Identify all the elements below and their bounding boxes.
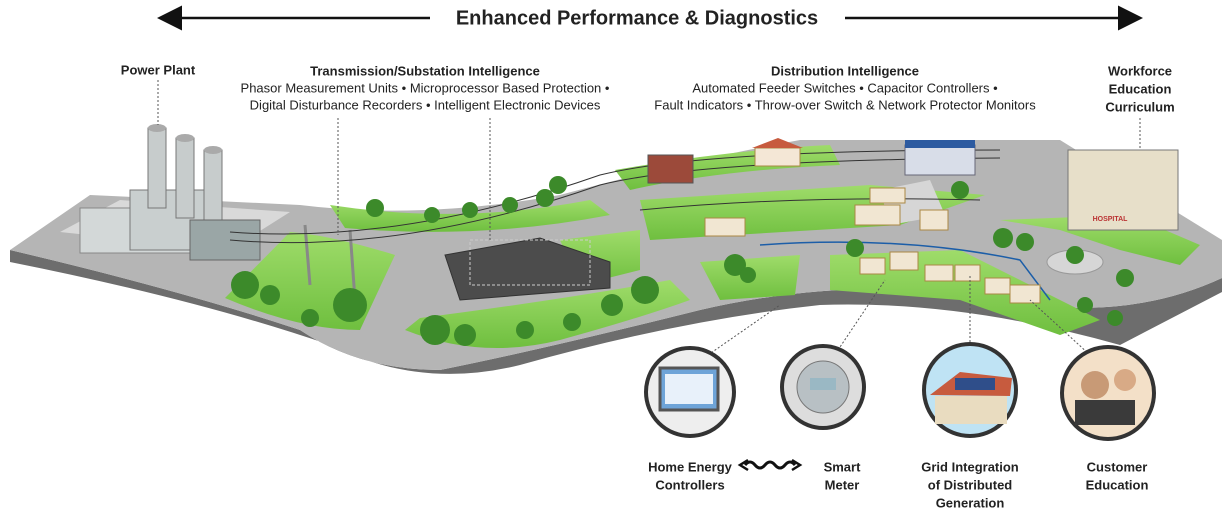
callout-label: Generation xyxy=(936,495,1005,510)
callout-label: Controllers xyxy=(655,477,724,492)
section-detail: Phasor Measurement Units • Microprocesso… xyxy=(241,80,610,95)
section-title: Transmission/Substation Intelligence xyxy=(310,63,540,78)
section-title: Power Plant xyxy=(121,62,196,77)
diagram: Enhanced Performance & Diagnostics xyxy=(0,0,1225,512)
section-title: Workforce xyxy=(1108,63,1172,78)
callout-label: of Distributed xyxy=(928,477,1013,492)
callout-icons xyxy=(646,344,1154,439)
callout-label: Customer xyxy=(1087,459,1148,474)
section-title: Distribution Intelligence xyxy=(771,63,919,78)
section-detail: Fault Indicators • Throw-over Switch & N… xyxy=(654,97,1036,112)
callout-label: Education xyxy=(1086,477,1149,492)
title: Enhanced Performance & Diagnostics xyxy=(456,7,818,29)
callout-label: Home Energy xyxy=(648,459,733,474)
callout-label: Grid Integration xyxy=(921,459,1019,474)
callout-label: Meter xyxy=(825,477,860,492)
callout-label: Smart xyxy=(824,459,862,474)
section-title: Curriculum xyxy=(1105,99,1174,114)
section-detail: Digital Disturbance Recorders • Intellig… xyxy=(250,97,601,112)
wavy-arrow xyxy=(745,462,795,468)
section-title: Education xyxy=(1109,81,1172,96)
page: Enhanced Performance & Diagnostics xyxy=(0,0,1225,512)
section-detail: Automated Feeder Switches • Capacitor Co… xyxy=(692,80,998,95)
building-sign: HOSPITAL xyxy=(1093,216,1129,223)
landscape: HOSPITAL xyxy=(10,124,1222,374)
